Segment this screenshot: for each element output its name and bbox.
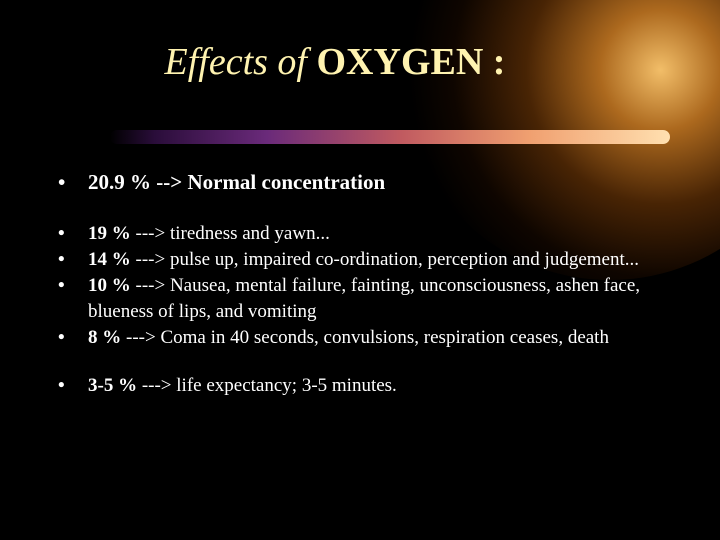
- list-item: • 20.9 % --> Normal concentration: [58, 165, 668, 199]
- bullet-text: --> Normal concentration: [156, 170, 386, 194]
- slide-title: Effects of OXYGEN :: [0, 40, 670, 84]
- bullet-label: 14 %: [88, 249, 131, 270]
- bullet-icon: •: [58, 327, 65, 348]
- list-item: • 10 % ---> Nausea, mental failure, fain…: [58, 273, 668, 325]
- bullet-icon: •: [58, 223, 65, 244]
- title-underline-bar: [110, 130, 670, 144]
- bullet-label: 20.9 %: [88, 170, 151, 194]
- bullet-icon: •: [58, 249, 65, 270]
- bullet-label: 8 %: [88, 327, 122, 348]
- bullet-label: 19 %: [88, 223, 131, 244]
- list-item: • 8 % ---> Coma in 40 seconds, convulsio…: [58, 325, 668, 351]
- bullet-text: ---> tiredness and yawn...: [135, 223, 330, 244]
- bullet-label: 10 %: [88, 275, 131, 296]
- bullet-icon: •: [58, 170, 66, 194]
- title-emphasis: OXYGEN :: [316, 41, 506, 83]
- bullet-text: ---> Nausea, mental failure, fainting, u…: [88, 275, 641, 322]
- bullet-list: • 20.9 % --> Normal concentration • 19 %…: [58, 165, 668, 399]
- bullet-icon: •: [58, 275, 65, 296]
- bullet-text: ---> life expectancy; 3-5 minutes.: [141, 375, 397, 396]
- list-item: • 14 % ---> pulse up, impaired co-ordina…: [58, 247, 668, 273]
- bullet-text: ---> Coma in 40 seconds, convulsions, re…: [126, 327, 609, 348]
- bullet-text: ---> pulse up, impaired co-ordination, p…: [135, 249, 640, 270]
- bullet-label: 3-5 %: [88, 375, 138, 396]
- bullet-icon: •: [58, 375, 65, 396]
- list-item: • 19 % ---> tiredness and yawn...: [58, 221, 668, 247]
- list-item: • 3-5 % ---> life expectancy; 3-5 minute…: [58, 373, 668, 399]
- title-prefix: Effects of: [164, 41, 317, 83]
